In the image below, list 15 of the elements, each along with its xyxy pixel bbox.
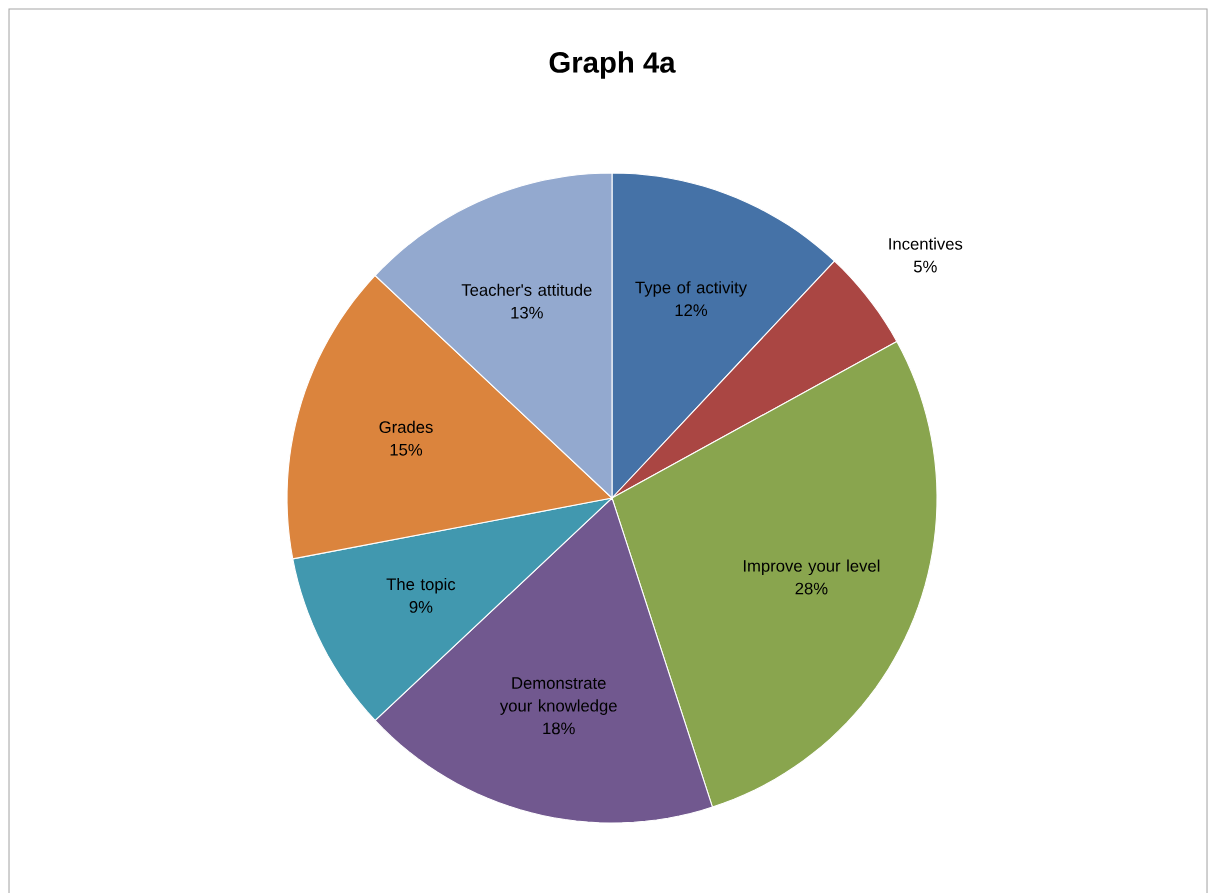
slice-label: Demonstrate your knowledge — [499, 677, 617, 715]
data-label: 13% — [511, 306, 543, 319]
slice-label: The topic — [386, 577, 456, 594]
data-label: 28% — [795, 582, 828, 595]
data-label: 15% — [390, 443, 423, 456]
slice-label: Improve your level — [743, 559, 880, 576]
data-label: 5% — [913, 260, 937, 273]
data-label: 9% — [409, 601, 433, 613]
slice-label: Grades — [379, 420, 433, 433]
chart-title: Graph 4a — [549, 51, 676, 79]
slice-label: Teacher's attitude — [461, 283, 592, 296]
slice-label: Type of activity — [635, 281, 748, 297]
data-label: 12% — [675, 304, 708, 317]
slice-label: Incentives — [889, 237, 963, 250]
data-label: 18% — [543, 722, 575, 735]
